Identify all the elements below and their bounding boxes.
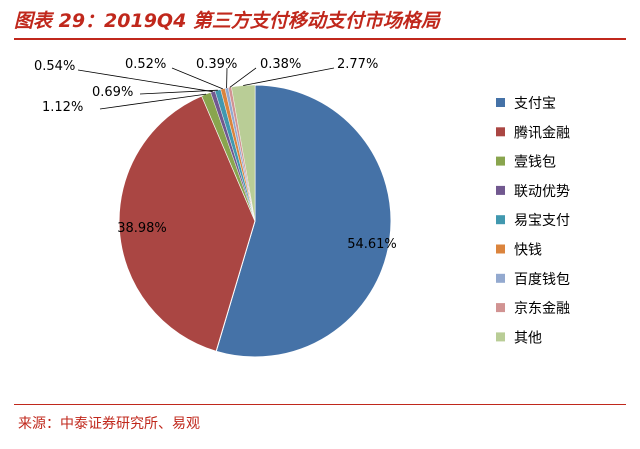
data-label-3: 1.12% xyxy=(42,100,83,115)
legend-label-9: 其他 xyxy=(514,330,542,346)
chart-title: 图表 29：2019Q4 第三方支付移动支付市场格局 xyxy=(14,10,440,32)
legend-label-7: 百度钱包 xyxy=(514,272,570,288)
leader-line-5 xyxy=(139,89,218,95)
legend-label-5: 易宝支付 xyxy=(514,213,570,229)
legend-label-4: 联动优势 xyxy=(514,184,570,200)
legend-label-2: 腾讯金融 xyxy=(514,124,570,141)
pie-slice-2 xyxy=(118,95,256,352)
leader-line-4 xyxy=(77,69,213,93)
leader-line-6 xyxy=(171,67,223,90)
leader-line-8 xyxy=(229,67,257,88)
legend-label-3: 壹钱包 xyxy=(514,155,556,171)
data-label-7: 0.39% xyxy=(196,57,237,72)
leader-lines xyxy=(77,67,335,110)
data-label-4: 0.54% xyxy=(34,59,75,74)
legend-swatch-2 xyxy=(496,127,505,137)
title-divider xyxy=(14,38,626,40)
legend-swatch-3 xyxy=(496,156,505,166)
source-note: 来源：中泰证券研究所、易观 xyxy=(18,416,200,432)
data-label-9: 2.77% xyxy=(337,57,378,72)
legend-label-1: 支付宝 xyxy=(514,96,556,112)
legend-label-6: 快钱 xyxy=(514,243,542,259)
pie-slice-1 xyxy=(215,84,392,358)
data-label-1: 54.61% xyxy=(347,237,397,252)
data-label-5: 0.69% xyxy=(92,85,133,100)
data-labels: 54.61% 38.98% 1.12% 0.54% 0.69% 0.52% 0.39% 0.3… xyxy=(34,57,397,252)
legend-swatch-6 xyxy=(496,244,505,254)
data-label-8: 0.38% xyxy=(260,57,301,72)
legend-swatch-8 xyxy=(496,303,505,313)
pie-slices xyxy=(118,84,392,358)
legend-swatch-1 xyxy=(496,98,505,107)
leader-line-3 xyxy=(99,93,207,110)
data-label-6: 0.52% xyxy=(125,57,166,72)
pie-slice-9 xyxy=(231,84,256,222)
legend-label-8: 京东金融 xyxy=(514,301,570,317)
legend-swatch-7 xyxy=(496,273,505,283)
data-label-2: 38.98% xyxy=(117,221,167,236)
legend-swatch-5 xyxy=(496,215,505,225)
legend-swatch-9 xyxy=(496,332,505,342)
legend-swatch-4 xyxy=(496,185,505,195)
leader-line-9 xyxy=(243,67,335,86)
footer-divider xyxy=(14,404,626,405)
